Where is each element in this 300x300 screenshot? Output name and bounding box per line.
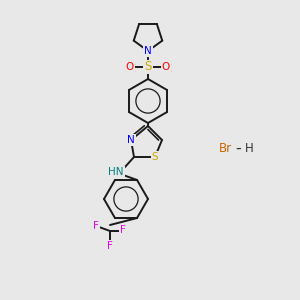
Text: Br: Br (218, 142, 232, 154)
Text: O: O (162, 62, 170, 72)
Text: HN: HN (108, 167, 124, 177)
Text: F: F (120, 225, 126, 235)
Text: H: H (244, 142, 253, 154)
Text: O: O (126, 62, 134, 72)
Text: N: N (144, 46, 152, 56)
Text: F: F (93, 221, 99, 231)
Text: F: F (107, 241, 113, 251)
Text: N: N (127, 135, 135, 145)
Text: S: S (144, 61, 152, 74)
Text: S: S (152, 152, 158, 162)
Text: -: - (235, 140, 241, 155)
